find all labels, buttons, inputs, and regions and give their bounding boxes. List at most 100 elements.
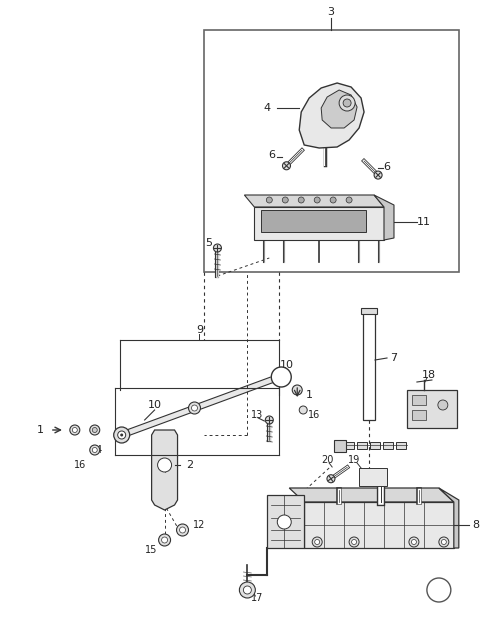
Bar [363, 310, 375, 420]
Circle shape [157, 458, 171, 472]
Circle shape [265, 416, 273, 424]
Text: 3: 3 [328, 7, 335, 17]
Circle shape [243, 586, 252, 594]
Circle shape [314, 197, 320, 203]
Circle shape [327, 475, 335, 483]
Bar [370, 442, 380, 449]
Text: 19: 19 [348, 455, 360, 465]
Circle shape [330, 197, 336, 203]
Text: 18: 18 [422, 370, 436, 380]
Text: 2: 2 [331, 218, 336, 224]
Circle shape [282, 197, 288, 203]
Circle shape [214, 244, 221, 252]
Bar [396, 442, 406, 449]
Polygon shape [289, 488, 454, 502]
Bar [344, 442, 354, 449]
Bar [204, 30, 459, 272]
Circle shape [240, 582, 255, 598]
Circle shape [438, 400, 448, 410]
Polygon shape [152, 430, 178, 510]
Text: 10: 10 [280, 360, 294, 370]
Bar [261, 210, 366, 232]
Text: A: A [278, 372, 284, 382]
Text: 16: 16 [308, 410, 320, 420]
Circle shape [409, 537, 419, 547]
Text: D: D [314, 218, 320, 224]
Circle shape [343, 99, 351, 107]
Text: 1: 1 [36, 425, 43, 435]
Circle shape [271, 367, 291, 387]
Polygon shape [254, 207, 384, 240]
Bar [407, 390, 457, 428]
Polygon shape [244, 195, 384, 207]
Text: 8: 8 [472, 520, 480, 530]
Text: 17: 17 [251, 593, 264, 603]
Circle shape [339, 95, 355, 111]
Bar [361, 308, 377, 314]
Text: 6: 6 [384, 162, 391, 172]
Text: 13: 13 [251, 410, 264, 420]
Text: A: A [435, 585, 442, 595]
Circle shape [427, 578, 451, 602]
Circle shape [192, 405, 197, 411]
Polygon shape [304, 502, 454, 548]
Circle shape [72, 427, 77, 432]
Text: 6: 6 [268, 150, 275, 160]
Circle shape [162, 537, 168, 543]
Circle shape [158, 534, 170, 546]
Text: 5: 5 [205, 238, 212, 248]
Circle shape [349, 537, 359, 547]
Circle shape [118, 431, 126, 439]
Text: 12: 12 [193, 520, 205, 530]
Circle shape [351, 540, 357, 545]
Circle shape [292, 385, 302, 395]
Text: 7: 7 [390, 353, 397, 363]
Circle shape [298, 197, 304, 203]
Bar [412, 395, 426, 405]
Text: 1: 1 [347, 218, 351, 224]
Circle shape [90, 445, 100, 455]
Bar [412, 410, 426, 420]
Circle shape [315, 540, 320, 545]
Circle shape [439, 537, 449, 547]
Polygon shape [439, 488, 459, 548]
Text: 9: 9 [196, 325, 203, 335]
Text: 16: 16 [73, 460, 86, 470]
Circle shape [441, 540, 446, 545]
Circle shape [411, 540, 417, 545]
Polygon shape [299, 83, 364, 148]
Text: R: R [283, 218, 288, 224]
Text: 15: 15 [145, 545, 158, 555]
Circle shape [92, 447, 97, 452]
Text: 20: 20 [321, 455, 333, 465]
Circle shape [346, 197, 352, 203]
Circle shape [299, 406, 307, 414]
Circle shape [374, 171, 382, 179]
Text: P: P [267, 218, 271, 224]
Circle shape [90, 425, 100, 435]
Circle shape [189, 402, 201, 414]
Circle shape [283, 162, 290, 170]
Text: N: N [299, 218, 304, 224]
Circle shape [177, 524, 189, 536]
Circle shape [312, 537, 322, 547]
Circle shape [114, 427, 130, 443]
Text: 4: 4 [264, 103, 271, 113]
Circle shape [277, 515, 291, 529]
Polygon shape [120, 377, 272, 438]
Bar [334, 440, 346, 452]
Polygon shape [374, 195, 394, 240]
Bar [359, 468, 387, 486]
Circle shape [266, 197, 272, 203]
Circle shape [92, 427, 97, 432]
Circle shape [120, 433, 123, 437]
Text: 2: 2 [186, 460, 193, 470]
Text: 1: 1 [306, 390, 312, 400]
Polygon shape [321, 90, 357, 128]
Circle shape [70, 425, 80, 435]
Polygon shape [267, 495, 304, 548]
Text: 11: 11 [417, 217, 431, 227]
Text: 14: 14 [91, 445, 103, 455]
Bar [357, 442, 367, 449]
Bar [383, 442, 393, 449]
